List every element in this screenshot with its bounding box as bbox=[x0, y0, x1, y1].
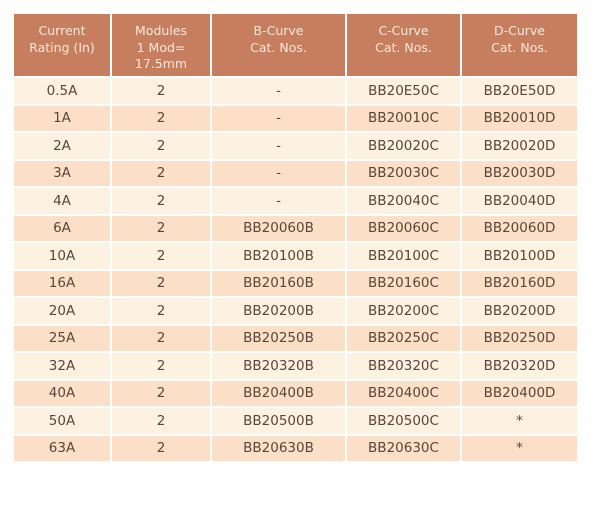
table-cell: BB20630C bbox=[345, 433, 462, 463]
table-cell: BB20320D bbox=[460, 351, 579, 381]
table-cell: 2 bbox=[110, 433, 212, 463]
table-cell: BB20100C bbox=[345, 241, 462, 271]
table-cell: BB20010D bbox=[460, 103, 579, 133]
table-cell: BB20160D bbox=[460, 268, 579, 298]
table-cell: BB20160C bbox=[345, 268, 462, 298]
table-cell: BB20100B bbox=[210, 241, 347, 271]
table-header-cell: Modules 1 Mod= 17.5mm bbox=[110, 12, 212, 78]
table-cell: BB20060B bbox=[210, 213, 347, 243]
table-cell: BB20030D bbox=[460, 158, 579, 188]
table-cell: BB20400C bbox=[345, 378, 462, 408]
table-header-cell: D-Curve Cat. Nos. bbox=[460, 12, 579, 78]
table-cell: BB20200B bbox=[210, 296, 347, 326]
table-row: 2A 2- BB20020C BB20020D bbox=[12, 131, 579, 161]
table-cell: BB20400B bbox=[210, 378, 347, 408]
table-cell: 2 bbox=[110, 296, 212, 326]
table-row: 1A 2- BB20010C BB20010D bbox=[12, 103, 579, 133]
table-cell: BB20160B bbox=[210, 268, 347, 298]
table-cell: BB20200C bbox=[345, 296, 462, 326]
table-cell: 2 bbox=[110, 323, 212, 353]
table-row: 3A 2- BB20030C BB20030D bbox=[12, 158, 579, 188]
table-cell: BB20060C bbox=[345, 213, 462, 243]
table-row: 10A 2 BB20100B BB20100C BB20100D bbox=[12, 241, 579, 271]
table-row: 25A 2 BB20250B BB20250C BB20250D bbox=[12, 323, 579, 353]
table-cell: BB20630B bbox=[210, 433, 347, 463]
table-cell: 16A bbox=[12, 268, 112, 298]
table-cell: * bbox=[460, 433, 579, 463]
table-cell: - bbox=[210, 158, 347, 188]
table-cell: 32A bbox=[12, 351, 112, 381]
table-cell: 2 bbox=[110, 158, 212, 188]
table-header: Current Rating (In) Modules 1 Mod= 17.5mm… bbox=[12, 12, 579, 78]
table-row: 63A 2 BB20630B BB20630C * bbox=[12, 433, 579, 463]
table-cell: 1A bbox=[12, 103, 112, 133]
table-header-cell: B-Curve Cat. Nos. bbox=[210, 12, 347, 78]
table-header-row: Current Rating (In) Modules 1 Mod= 17.5mm… bbox=[12, 12, 579, 78]
table-cell: BB20200D bbox=[460, 296, 579, 326]
table-cell: BB20030C bbox=[345, 158, 462, 188]
table-cell: 6A bbox=[12, 213, 112, 243]
table-cell: 20A bbox=[12, 296, 112, 326]
table-cell: BB20400D bbox=[460, 378, 579, 408]
table-cell: BB20500C bbox=[345, 406, 462, 436]
table-cell: BB20020D bbox=[460, 131, 579, 161]
table-cell: BB20020C bbox=[345, 131, 462, 161]
table-cell: BB20250C bbox=[345, 323, 462, 353]
table-cell: 2 bbox=[110, 378, 212, 408]
table-cell: BB20040D bbox=[460, 186, 579, 216]
table-cell: BB20320B bbox=[210, 351, 347, 381]
table-cell: 2 bbox=[110, 213, 212, 243]
table-cell: BB20250B bbox=[210, 323, 347, 353]
mcb-ratings-table: Current Rating (In) Modules 1 Mod= 17.5mm… bbox=[12, 12, 579, 463]
table-cell: 25A bbox=[12, 323, 112, 353]
table-cell: - bbox=[210, 186, 347, 216]
table-cell: - bbox=[210, 103, 347, 133]
table-cell: 2 bbox=[110, 268, 212, 298]
table-cell: 2 bbox=[110, 241, 212, 271]
table-header-cell: C-Curve Cat. Nos. bbox=[345, 12, 462, 78]
table-row: 16A 2 BB20160B BB20160C BB20160D bbox=[12, 268, 579, 298]
table-row: 6A 2 BB20060B BB20060C BB20060D bbox=[12, 213, 579, 243]
table-cell: * bbox=[460, 406, 579, 436]
table-cell: 10A bbox=[12, 241, 112, 271]
table-cell: 2 bbox=[110, 186, 212, 216]
table-cell: 2 bbox=[110, 351, 212, 381]
table-cell: 2 bbox=[110, 131, 212, 161]
table-cell: 63A bbox=[12, 433, 112, 463]
table-cell: 2 bbox=[110, 406, 212, 436]
table-cell: 2 bbox=[110, 76, 212, 106]
table-row: 32A 2 BB20320B BB20320C BB20320D bbox=[12, 351, 579, 381]
table-cell: BB20500B bbox=[210, 406, 347, 436]
table-cell: - bbox=[210, 131, 347, 161]
table-row: 4A 2- BB20040C BB20040D bbox=[12, 186, 579, 216]
table-cell: BB20010C bbox=[345, 103, 462, 133]
table-cell: 4A bbox=[12, 186, 112, 216]
table-cell: BB20250D bbox=[460, 323, 579, 353]
table-row: 0.5A 2- BB20E50C BB20E50D bbox=[12, 76, 579, 106]
table-row: 40A 2 BB20400B BB20400C BB20400D bbox=[12, 378, 579, 408]
table-cell: 3A bbox=[12, 158, 112, 188]
table-cell: BB20100D bbox=[460, 241, 579, 271]
table-header-cell: Current Rating (In) bbox=[12, 12, 112, 78]
table-row: 20A 2 BB20200B BB20200C BB20200D bbox=[12, 296, 579, 326]
table-cell: 0.5A bbox=[12, 76, 112, 106]
table-cell: 40A bbox=[12, 378, 112, 408]
table-cell: BB20E50C bbox=[345, 76, 462, 106]
table-cell: 2 bbox=[110, 103, 212, 133]
table-cell: 50A bbox=[12, 406, 112, 436]
table-cell: 2A bbox=[12, 131, 112, 161]
table-cell: - bbox=[210, 76, 347, 106]
table-body: 0.5A 2- BB20E50C BB20E50D 1A 2- BB20010C BB2001… bbox=[12, 76, 579, 463]
table-row: 50A 2 BB20500B BB20500C * bbox=[12, 406, 579, 436]
table-cell: BB20040C bbox=[345, 186, 462, 216]
table-cell: BB20320C bbox=[345, 351, 462, 381]
table-cell: BB20060D bbox=[460, 213, 579, 243]
table-cell: BB20E50D bbox=[460, 76, 579, 106]
